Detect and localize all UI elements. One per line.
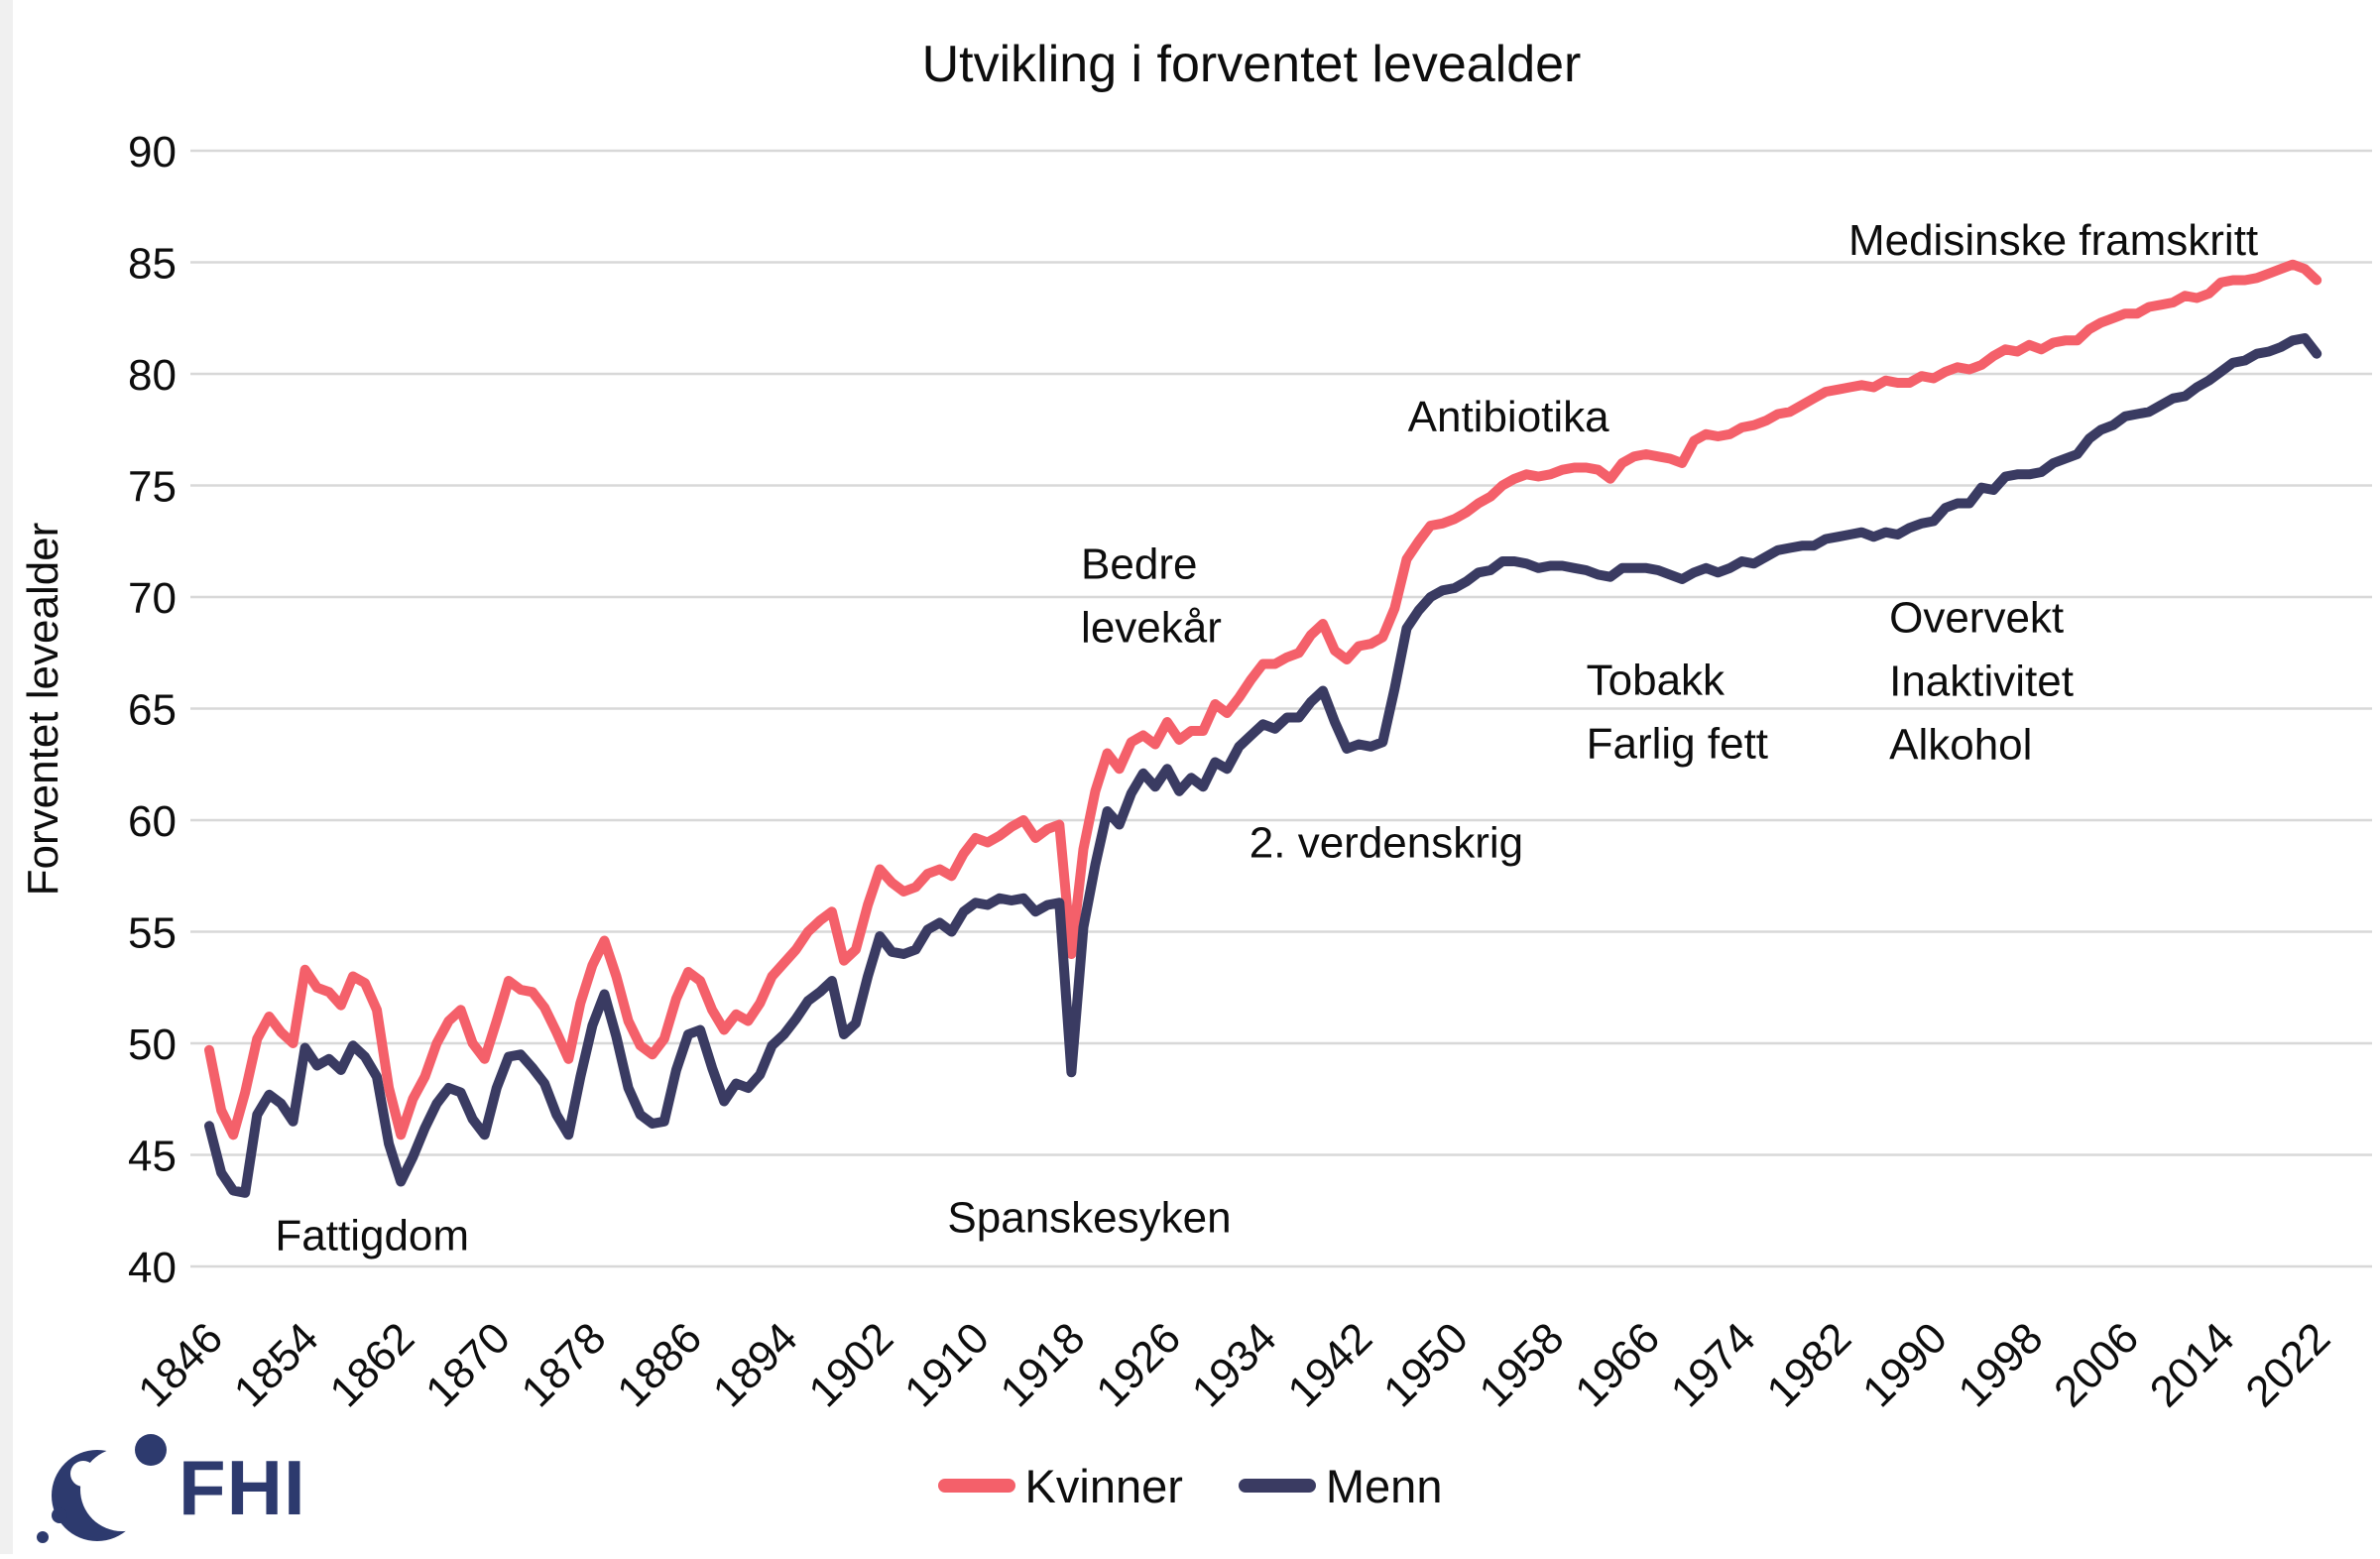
x-tick-label: 2022 bbox=[2236, 1313, 2339, 1416]
annotation-overvekt: Overvekt Inaktivitet Alkohol bbox=[1889, 593, 2074, 769]
x-axis-tick-labels: 1846185418621870187818861894190219101918… bbox=[129, 1313, 2339, 1416]
legend-item-kvinner: Kvinner bbox=[937, 1459, 1183, 1513]
annotation-antibiotika: Antibiotika bbox=[1408, 393, 1610, 441]
annotation-fattigdom: Fattigdom bbox=[275, 1212, 469, 1260]
y-tick-label: 50 bbox=[128, 1020, 177, 1069]
x-tick-label: 1918 bbox=[992, 1313, 1095, 1416]
x-tick-label: 1942 bbox=[1278, 1313, 1381, 1416]
page-left-edge bbox=[0, 0, 13, 1554]
y-tick-label: 80 bbox=[128, 351, 177, 400]
annotation-spanskesyken: Spanskesyken bbox=[947, 1194, 1231, 1243]
x-tick-label: 1990 bbox=[1853, 1313, 1957, 1416]
x-tick-label: 1886 bbox=[608, 1313, 711, 1416]
legend-label-kvinner: Kvinner bbox=[1024, 1459, 1183, 1512]
y-tick-label: 60 bbox=[128, 797, 177, 846]
x-tick-label: 1982 bbox=[1757, 1313, 1860, 1416]
fhi-logo-text: FHI bbox=[178, 1443, 306, 1531]
annotations: Fattigdom Spanskesyken Bedre levekår 2. verd… bbox=[275, 216, 2258, 1260]
x-tick-label: 1926 bbox=[1087, 1313, 1190, 1416]
y-tick-label: 85 bbox=[128, 240, 177, 289]
x-tick-label: 2014 bbox=[2141, 1313, 2244, 1416]
x-tick-label: 1902 bbox=[799, 1313, 902, 1416]
y-tick-label: 75 bbox=[128, 463, 177, 512]
x-tick-label: 1950 bbox=[1374, 1313, 1478, 1416]
legend-item-menn: Menn bbox=[1238, 1459, 1443, 1513]
legend-label-menn: Menn bbox=[1325, 1459, 1443, 1512]
x-tick-label: 1878 bbox=[513, 1313, 616, 1416]
chart-legend: Kvinner Menn bbox=[0, 1450, 2380, 1521]
x-tick-label: 1894 bbox=[704, 1313, 807, 1416]
series-line-menn bbox=[204, 333, 2322, 1198]
x-tick-label: 1998 bbox=[1950, 1313, 2053, 1416]
annotation-bedre-levekar: Bedre levekår bbox=[1081, 540, 1222, 652]
y-tick-label: 45 bbox=[128, 1133, 177, 1181]
x-tick-label: 1846 bbox=[129, 1313, 232, 1416]
y-tick-label: 90 bbox=[128, 128, 177, 177]
x-tick-label: 1966 bbox=[1566, 1313, 1669, 1416]
annotation-tobakk: Tobakk Farlig fett bbox=[1587, 656, 1768, 768]
fhi-logo: FHI bbox=[26, 1418, 306, 1557]
annotation-medisinske: Medisinske framskritt bbox=[1848, 216, 2258, 265]
y-axis-tick-labels: 90 85 80 75 70 65 60 55 50 45 40 bbox=[128, 128, 177, 1292]
gridlines bbox=[190, 149, 2372, 1268]
series-lines bbox=[204, 259, 2322, 1198]
y-axis-title: Forventet levealder bbox=[19, 523, 67, 897]
chart-title: Utvikling i forventet levealder bbox=[922, 36, 1582, 93]
y-tick-label: 70 bbox=[128, 574, 177, 623]
menn-line-swatch-icon bbox=[1238, 1479, 1316, 1493]
x-tick-label: 1854 bbox=[225, 1313, 328, 1416]
kvinner-line-swatch-icon bbox=[937, 1479, 1015, 1493]
x-tick-label: 1862 bbox=[320, 1313, 423, 1416]
x-tick-label: 1958 bbox=[1471, 1313, 1574, 1416]
x-tick-label: 1974 bbox=[1662, 1313, 1765, 1416]
x-tick-label: 1934 bbox=[1183, 1313, 1286, 1416]
x-tick-label: 1910 bbox=[895, 1313, 999, 1416]
y-tick-label: 55 bbox=[128, 909, 177, 958]
x-tick-label: 2006 bbox=[2045, 1313, 2148, 1416]
series-line-kvinner bbox=[204, 259, 2322, 1140]
fhi-logo-icon bbox=[37, 1434, 167, 1543]
annotation-verdenskrig: 2. verdenskrig bbox=[1250, 819, 1523, 868]
x-tick-label: 1870 bbox=[416, 1313, 520, 1416]
y-tick-label: 40 bbox=[128, 1244, 177, 1292]
y-tick-label: 65 bbox=[128, 686, 177, 735]
